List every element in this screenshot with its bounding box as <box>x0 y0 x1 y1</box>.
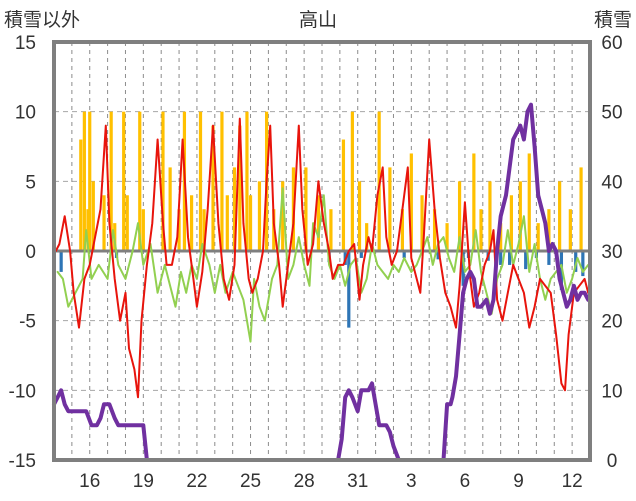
right-tick-labels: 60 50 40 30 20 10 0 <box>601 33 622 472</box>
left-tick-label: 15 <box>15 33 36 54</box>
x-tick-label: 28 <box>294 471 315 492</box>
x-tick-label: 9 <box>513 471 524 492</box>
left-tick-label: -10 <box>9 381 36 402</box>
negative_bars-bar <box>524 251 528 270</box>
left-tick-label: 0 <box>25 242 36 263</box>
negative_bars-bar <box>559 251 564 291</box>
precipitation-bar <box>400 209 404 251</box>
precipitation-bar <box>479 209 483 251</box>
precipitation-bar <box>304 167 308 251</box>
precipitation-bar <box>558 181 562 251</box>
left-tick-label: 10 <box>15 103 36 124</box>
negative_bars-bar <box>359 251 363 258</box>
precipitation-bar <box>527 153 531 251</box>
precipitation-bar <box>257 181 262 251</box>
precipitation-bar <box>168 167 172 251</box>
left-axis-label: 積雪以外 <box>4 9 80 31</box>
left-tick-labels: 15 10 5 0 -5 -10 -15 <box>9 33 36 472</box>
negative_bars-bar <box>59 251 63 272</box>
left-tick-label: 5 <box>25 172 36 193</box>
right-axis-label: 積雪 <box>594 9 632 31</box>
precipitation-bar <box>568 209 572 251</box>
x-tick-label: 22 <box>186 471 207 492</box>
x-tick-label: 25 <box>240 471 261 492</box>
precipitation-bar <box>316 195 321 251</box>
precipitation-bar <box>329 209 333 251</box>
precipitation-bar <box>432 209 437 251</box>
precipitation-bar <box>91 181 95 251</box>
precipitation-bar <box>202 209 206 251</box>
right-tick-label: 10 <box>601 381 622 402</box>
precipitation-bar <box>518 181 522 251</box>
precipitation-bar <box>388 167 392 251</box>
precipitation-bar <box>281 181 285 251</box>
snow_depth-line <box>52 102 591 462</box>
negative_bars-bar <box>508 251 512 265</box>
x-tick-label: 6 <box>460 471 471 492</box>
precipitation-bar <box>122 111 126 252</box>
precipitation-bar <box>536 223 540 251</box>
precipitation-bar <box>499 223 503 251</box>
precipitation-bar <box>248 195 253 251</box>
precipitation-bar <box>177 209 181 251</box>
negative_bars-bar <box>347 251 351 328</box>
precipitation-bar <box>350 111 354 252</box>
x-tick-label: 31 <box>347 471 368 492</box>
x-tick-labels: 16 19 22 25 28 31 3 6 9 12 <box>79 471 583 492</box>
right-tick-label: 50 <box>601 103 622 124</box>
precipitation-bar <box>189 195 194 251</box>
precipitation-bar <box>245 111 249 252</box>
precipitation-bar <box>138 111 142 252</box>
precipitation-bar <box>102 195 106 251</box>
precipitation-bar <box>88 111 92 252</box>
precipitation-bar <box>79 139 83 251</box>
precipitation-bar <box>198 111 203 252</box>
precipitation-bar <box>86 209 90 251</box>
precipitation-bar <box>445 223 449 251</box>
precipitation-bar <box>341 139 346 251</box>
precipitation-bar <box>82 111 86 252</box>
precipitation-bar <box>357 181 362 251</box>
precipitation-bar <box>365 223 369 251</box>
plot-area <box>52 102 591 462</box>
negative_bars-bar <box>499 251 503 265</box>
right-tick-label: 30 <box>601 242 622 263</box>
precipitation-bar <box>220 111 224 252</box>
plot-frame <box>52 40 592 462</box>
right-tick-label: 0 <box>607 451 618 472</box>
precipitation-bar <box>547 209 551 251</box>
negative_bars-bar <box>436 251 440 260</box>
precipitation-bar <box>232 167 237 251</box>
precipitation-bar <box>211 125 215 251</box>
x-tick-label: 16 <box>79 471 100 492</box>
precipitation-bar <box>409 153 413 251</box>
negative_bars-bar <box>547 251 551 265</box>
right-tick-label: 60 <box>601 33 622 54</box>
precipitation-bar <box>509 195 513 251</box>
precipitation-bar <box>472 153 476 251</box>
negative_bars-bar <box>461 251 465 286</box>
x-tick-label: 12 <box>562 471 583 492</box>
chart-title: 高山 <box>299 9 337 31</box>
left-tick-label: -5 <box>19 312 36 333</box>
x-tick-label: 19 <box>133 471 154 492</box>
precipitation-bar <box>109 111 113 252</box>
precipitation-bar <box>579 167 583 251</box>
right-tick-label: 20 <box>601 312 622 333</box>
left-tick-label: -15 <box>9 451 36 472</box>
precipitation-bar <box>125 195 129 251</box>
precipitation-bar <box>225 195 229 251</box>
precipitation-bar <box>420 195 424 251</box>
precipitation-bar <box>488 181 492 251</box>
precipitation-bar <box>238 125 242 251</box>
temperature-line <box>54 117 590 399</box>
precipitation-bar <box>161 111 165 252</box>
precipitation-bar <box>457 181 462 251</box>
precipitation-bar <box>141 209 145 251</box>
negative_bars-bar <box>581 251 585 277</box>
right-tick-label: 40 <box>601 172 622 193</box>
negative_bars-bar <box>402 251 406 258</box>
x-tick-label: 3 <box>406 471 417 492</box>
